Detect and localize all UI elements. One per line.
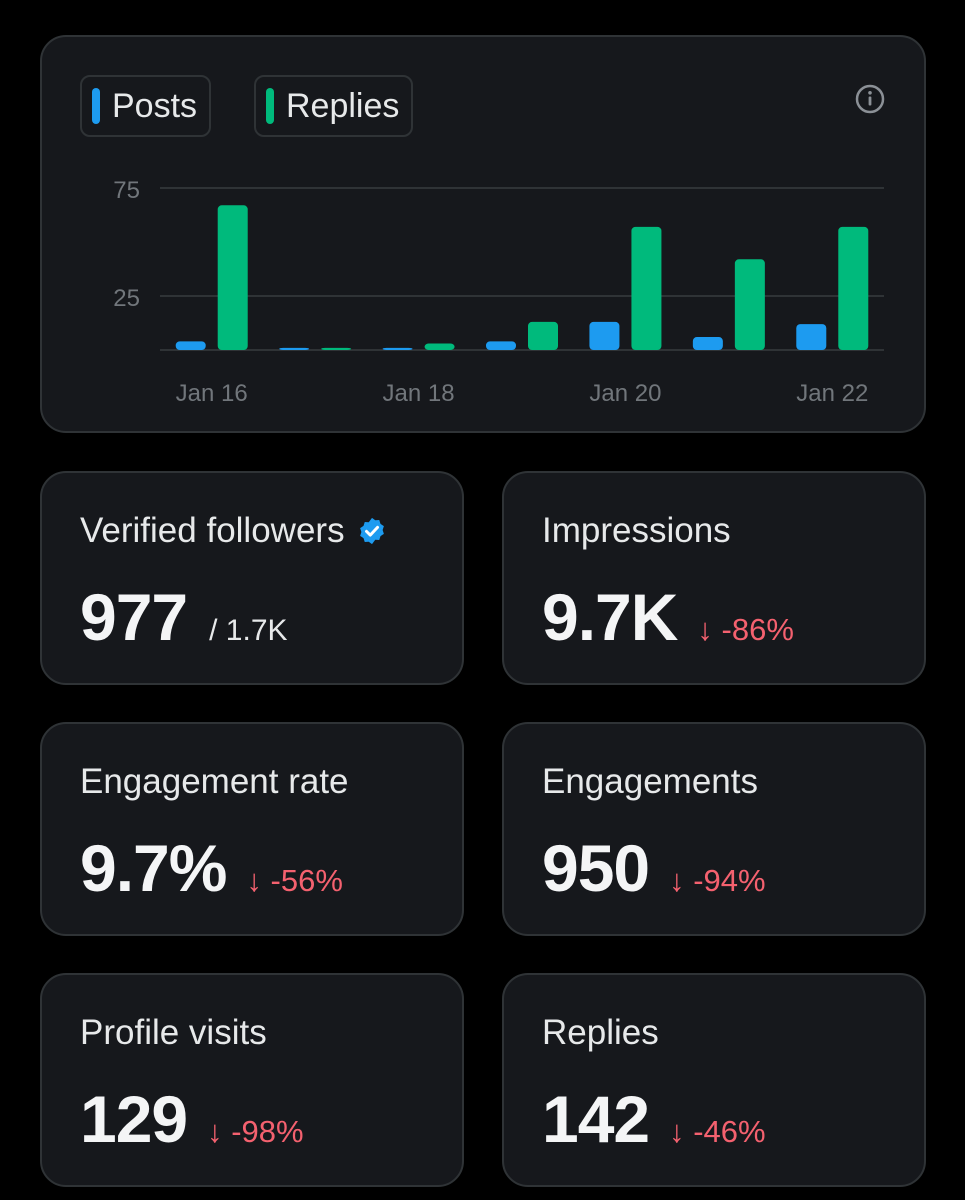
replies-card[interactable]: Replies 142 ↓ -46% bbox=[502, 973, 926, 1187]
verified-followers-total: / 1.7K bbox=[209, 614, 288, 647]
activity-chart-card: Posts Replies 25 75 Jan 16 Jan 18 Jan 20 Jan … bbox=[40, 35, 926, 433]
bar-replies-jan-21 bbox=[734, 259, 765, 350]
replies-delta: ↓ -46% bbox=[669, 1114, 766, 1149]
engagement-rate-title: Engagement rate bbox=[80, 762, 349, 801]
x-tick-label-jan-22: Jan 22 bbox=[796, 380, 868, 407]
legend-posts-toggle[interactable]: Posts bbox=[80, 75, 212, 137]
bar-replies-jan-16 bbox=[217, 205, 248, 350]
x-tick-label-jan-16: Jan 16 bbox=[176, 380, 248, 407]
y-tick-label-25: 25 bbox=[113, 285, 140, 312]
engagements-title: Engagements bbox=[542, 762, 758, 801]
bar-posts-jan-20 bbox=[589, 321, 620, 350]
x-tick-label-jan-18: Jan 18 bbox=[383, 380, 455, 407]
impressions-card[interactable]: Impressions 9.7K ↓ -86% bbox=[502, 471, 926, 685]
verified-followers-value: 977 bbox=[80, 580, 188, 654]
bar-chart: 25 75 Jan 16 Jan 18 Jan 20 Jan 22 bbox=[113, 177, 884, 407]
verified-followers-card[interactable]: Verified followers 977 / 1.7K bbox=[40, 471, 464, 685]
profile-visits-delta: ↓ -98% bbox=[207, 1114, 304, 1149]
x-tick-label-jan-20: Jan 20 bbox=[589, 380, 661, 407]
bar-replies-jan-17 bbox=[321, 347, 352, 350]
bar-replies-jan-18 bbox=[424, 343, 455, 350]
bar-posts-jan-16 bbox=[175, 341, 206, 350]
legend-replies-toggle[interactable]: Replies bbox=[254, 75, 414, 137]
impressions-delta: ↓ -86% bbox=[697, 612, 794, 647]
bar-posts-jan-21 bbox=[692, 337, 723, 350]
engagements-card[interactable]: Engagements 950 ↓ -94% bbox=[502, 722, 926, 936]
bar-replies-jan-19 bbox=[528, 321, 558, 350]
bar-replies-jan-20 bbox=[631, 226, 662, 350]
bar-posts-jan-17 bbox=[279, 347, 310, 350]
profile-visits-value: 129 bbox=[80, 1082, 188, 1156]
replies-value: 142 bbox=[542, 1082, 650, 1156]
bar-posts-jan-18 bbox=[382, 347, 413, 350]
replies-title: Replies bbox=[542, 1013, 659, 1052]
verified-badge-icon bbox=[359, 517, 384, 545]
bar-replies-jan-22 bbox=[838, 226, 869, 350]
bar-posts-jan-22 bbox=[796, 324, 827, 350]
verified-followers-title: Verified followers bbox=[80, 511, 345, 550]
y-tick-label-75: 75 bbox=[113, 177, 140, 204]
bar-posts-jan-19 bbox=[486, 341, 516, 350]
profile-visits-card[interactable]: Profile visits 129 ↓ -98% bbox=[40, 973, 464, 1187]
engagements-delta: ↓ -94% bbox=[669, 863, 766, 898]
engagements-value: 950 bbox=[542, 831, 650, 905]
legend-posts-label: Posts bbox=[112, 86, 198, 125]
profile-visits-title: Profile visits bbox=[80, 1013, 267, 1052]
legend-replies-label: Replies bbox=[286, 86, 400, 125]
replies-swatch bbox=[266, 88, 274, 124]
engagement-rate-card[interactable]: Engagement rate 9.7% ↓ -56% bbox=[40, 722, 464, 936]
impressions-value: 9.7K bbox=[542, 580, 678, 654]
impressions-title: Impressions bbox=[542, 511, 731, 550]
info-icon[interactable] bbox=[854, 83, 886, 115]
engagement-rate-delta: ↓ -56% bbox=[246, 863, 343, 898]
posts-swatch bbox=[92, 88, 100, 124]
engagement-rate-value: 9.7% bbox=[80, 831, 227, 905]
verified-followers-title-row: Verified followers bbox=[80, 511, 387, 551]
